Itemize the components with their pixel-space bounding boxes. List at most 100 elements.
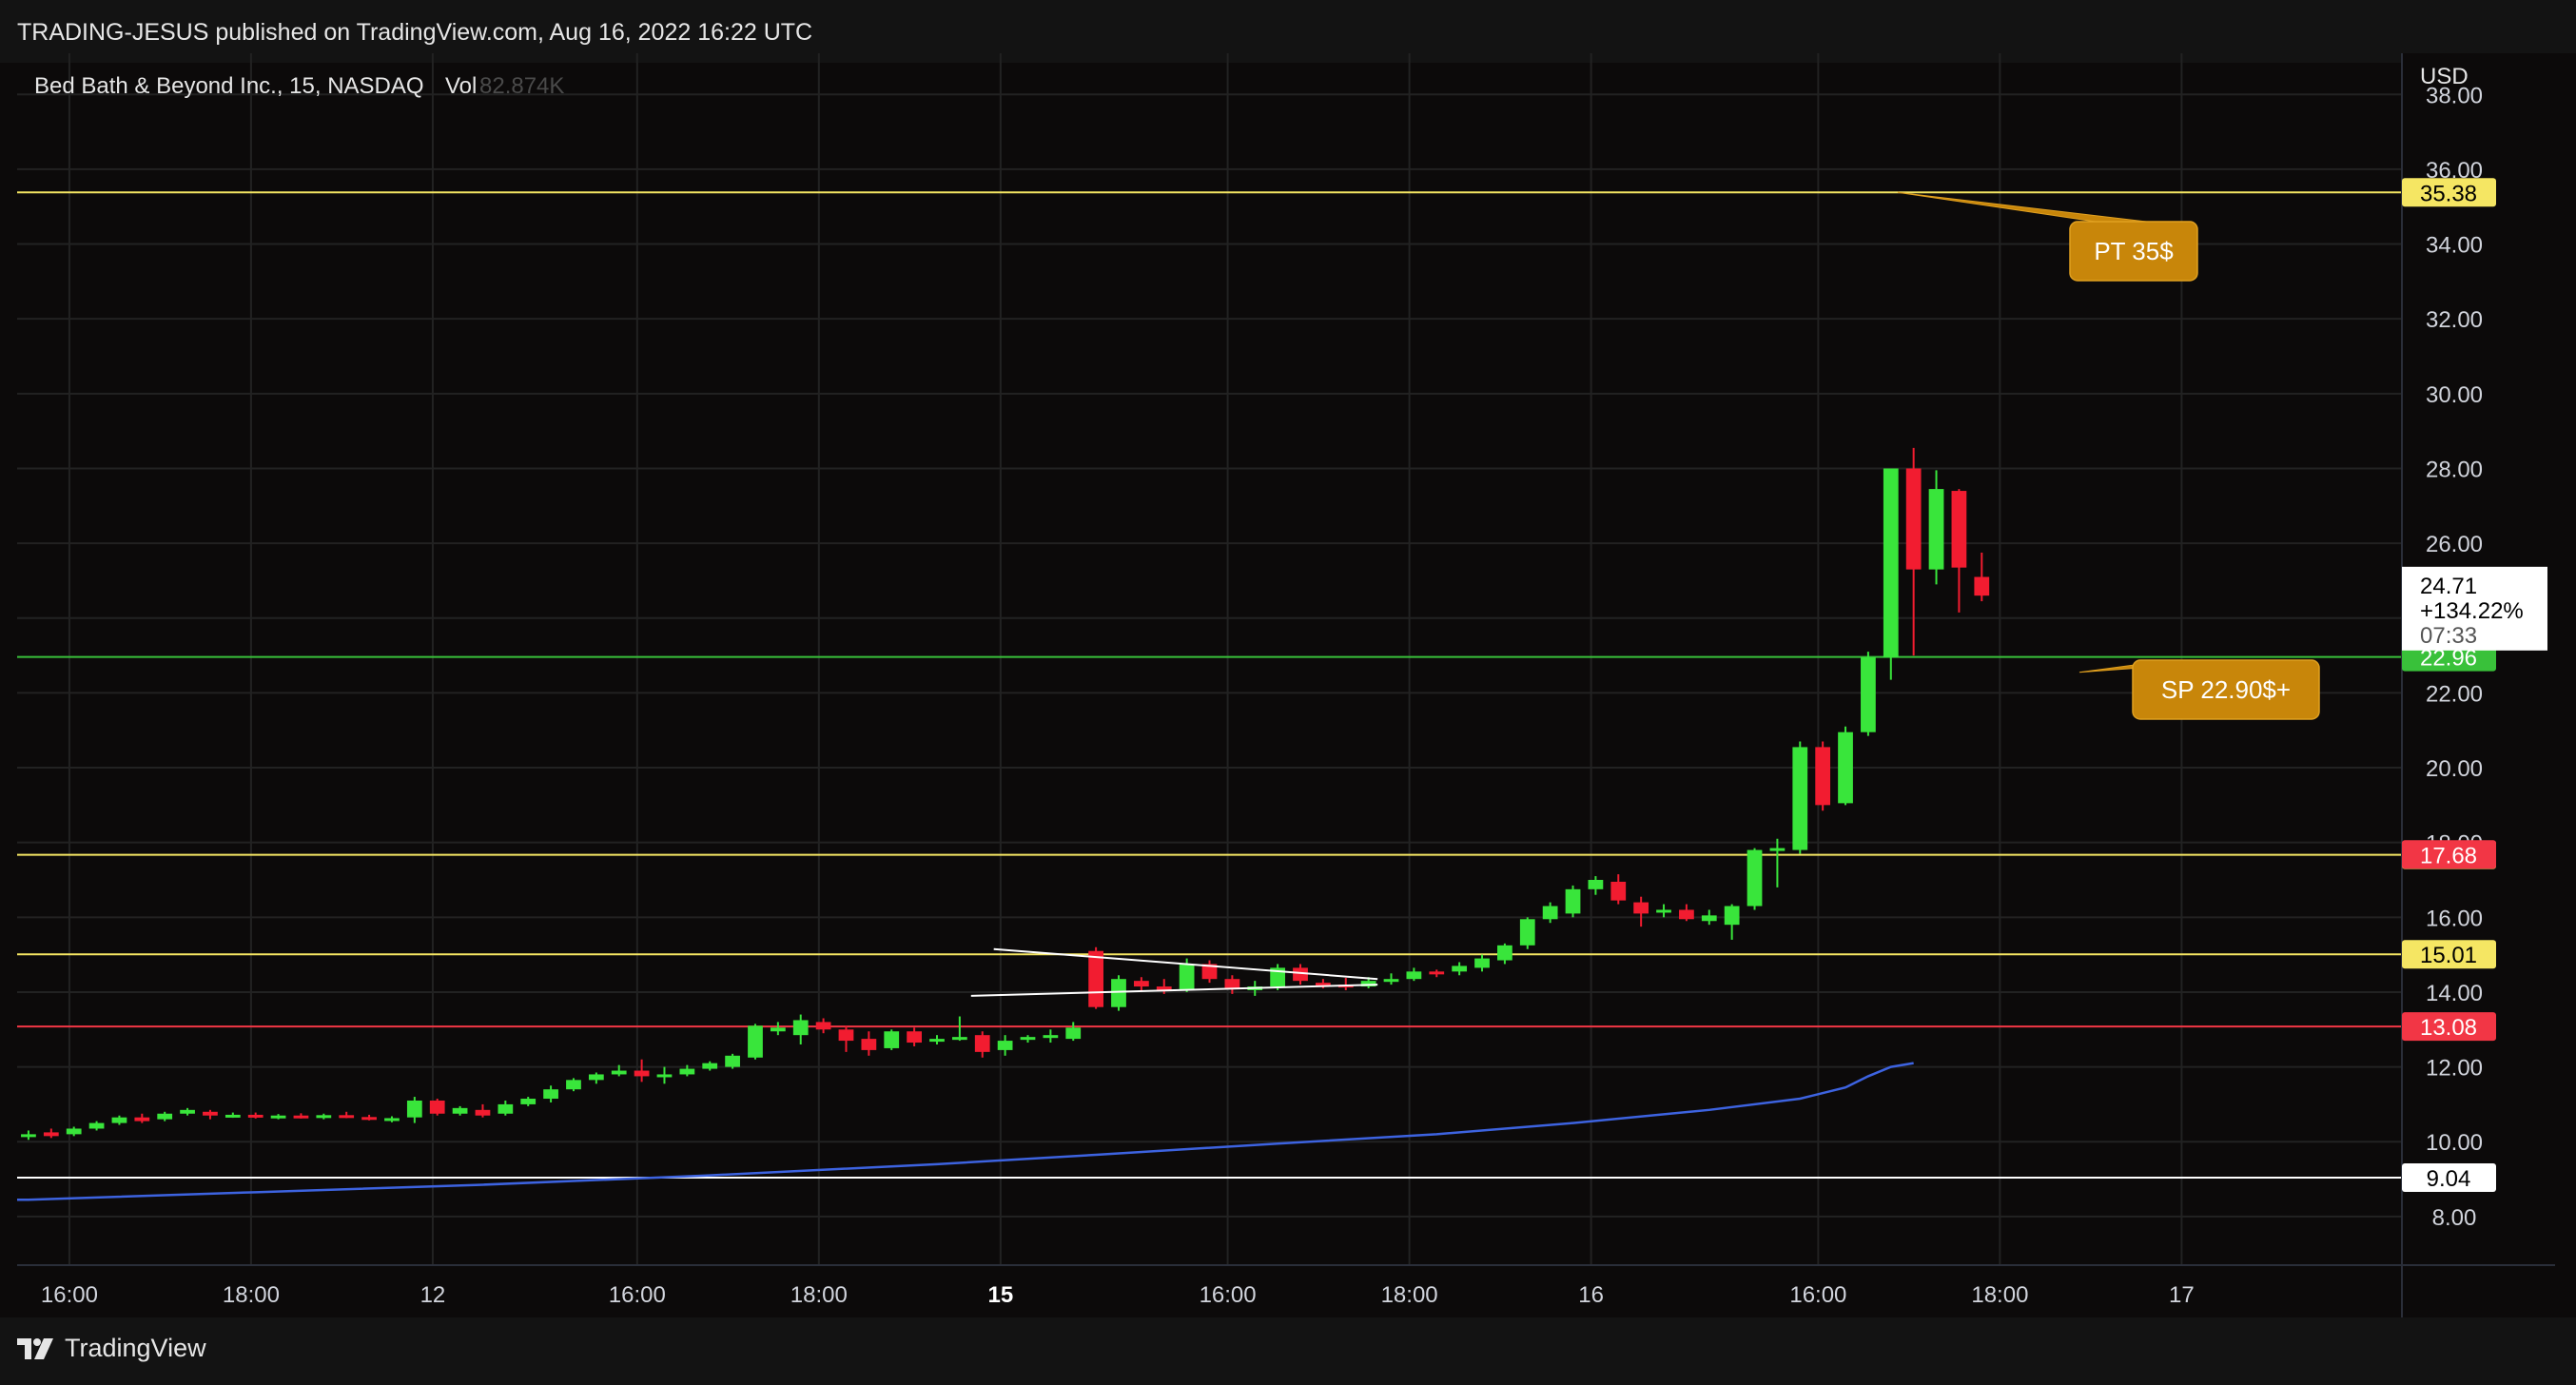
candle-body	[88, 1122, 105, 1129]
price-axis-panel	[2402, 53, 2576, 1317]
candle-body	[247, 1114, 263, 1118]
candle-body	[1815, 747, 1831, 806]
time-tick-label: 16:00	[1789, 1282, 1846, 1308]
callout-box	[2069, 221, 2198, 282]
publisher-line: TRADING-JESUS published on TradingView.c…	[17, 19, 813, 46]
candle-body	[1474, 958, 1490, 968]
candle-up	[1043, 1029, 1059, 1044]
breakout-line-label-text: 15.01	[2420, 943, 2477, 968]
candle-up	[1883, 468, 1899, 680]
candle-up	[406, 1097, 422, 1123]
candle-down	[1429, 969, 1445, 978]
candle-body	[725, 1055, 740, 1067]
candle-body	[951, 1037, 967, 1041]
candle-body	[1724, 906, 1740, 926]
candle-down	[861, 1031, 877, 1056]
candle-body	[1838, 732, 1853, 804]
symbol-title: Bed Bath & Beyond Inc., 15, NASDAQ	[34, 73, 424, 99]
candle-down	[815, 1018, 831, 1034]
tradingview-brand[interactable]: TradingView	[17, 1334, 206, 1363]
time-tick-label: 16	[1578, 1282, 1604, 1308]
candle-down	[1951, 489, 1967, 613]
candles	[21, 447, 1990, 1141]
candle-down	[1133, 977, 1149, 990]
time-tick-label: 18:00	[790, 1282, 848, 1308]
candle-body	[861, 1039, 877, 1050]
candle-down	[43, 1128, 59, 1139]
candle-body	[384, 1118, 400, 1122]
candle-up	[543, 1085, 558, 1102]
time-axis[interactable]: 16:00 18:00 12 16:00 18:00 15 16:00 18:00 16 16:0…	[41, 1282, 2195, 1308]
time-tick-label: 16:00	[609, 1282, 666, 1308]
candle-body	[316, 1115, 332, 1119]
candle-body	[543, 1089, 558, 1100]
candle-up	[1792, 741, 1808, 854]
price-tick-label: 38.00	[2426, 83, 2483, 108]
candle-body	[1065, 1027, 1082, 1040]
candle-up	[1111, 975, 1126, 1011]
candle-body	[1769, 848, 1786, 851]
candle-body	[1043, 1035, 1059, 1039]
candle-body	[974, 1035, 990, 1052]
candle-body	[180, 1109, 195, 1114]
candle-down	[203, 1109, 218, 1120]
candle-down	[907, 1027, 922, 1046]
price-tick-label: 30.00	[2426, 382, 2483, 408]
candle-up	[157, 1111, 173, 1122]
candle-body	[1111, 979, 1126, 1007]
candle-body	[566, 1080, 581, 1090]
candle-up	[792, 1014, 809, 1045]
callout-box	[2132, 659, 2320, 720]
candle-body	[748, 1025, 763, 1058]
candle-body	[498, 1103, 514, 1114]
callout-pointer	[1897, 191, 2147, 223]
candle-up	[180, 1107, 195, 1116]
moving-average	[17, 1062, 1914, 1201]
candle-body	[1406, 971, 1422, 980]
candle-up	[1769, 838, 1786, 888]
price-tick-label: 28.00	[2426, 457, 2483, 482]
price-tick-label: 34.00	[2426, 233, 2483, 259]
candle-down	[974, 1031, 990, 1058]
candle-body	[1316, 983, 1331, 986]
price-tick-label: 32.00	[2426, 307, 2483, 333]
candle-down	[429, 1099, 445, 1116]
candle-up	[384, 1116, 400, 1122]
candle-up	[452, 1105, 468, 1116]
callout-text: SP 22.90$+	[2161, 675, 2291, 704]
time-tick-label: 17	[2169, 1282, 2195, 1308]
candle-up	[88, 1121, 105, 1131]
pt-line-label	[2402, 178, 2496, 207]
candle-up	[1747, 848, 1763, 910]
candle-down	[1337, 978, 1354, 990]
candle-down	[475, 1103, 491, 1118]
candle-body	[997, 1041, 1013, 1050]
candle-down	[339, 1111, 355, 1119]
candle-body	[1224, 979, 1240, 989]
candle-body	[884, 1031, 900, 1048]
candle-body	[1905, 468, 1922, 570]
candle-body	[475, 1109, 491, 1116]
candle-body	[429, 1100, 445, 1114]
candle-body	[520, 1099, 537, 1104]
candle-up	[316, 1113, 332, 1120]
candle-body	[1519, 919, 1535, 946]
time-tick-label: 12	[420, 1282, 446, 1308]
high-price-label-text: 17.68	[2420, 843, 2477, 868]
candle-body	[1588, 879, 1604, 889]
triangle-pattern	[970, 947, 1378, 997]
candle-body	[66, 1128, 82, 1135]
candle-down	[1633, 896, 1649, 927]
triangle-trendline	[993, 947, 1378, 981]
candle-down	[634, 1059, 650, 1083]
candle-down	[1679, 904, 1694, 922]
candle-body	[770, 1027, 786, 1032]
candle-body	[656, 1074, 673, 1078]
candle-up	[498, 1100, 514, 1116]
candle-down	[1201, 960, 1218, 984]
candle-body	[1792, 747, 1808, 850]
candle-body	[1701, 915, 1717, 922]
candle-body	[907, 1031, 922, 1044]
candle-up	[1406, 967, 1422, 982]
